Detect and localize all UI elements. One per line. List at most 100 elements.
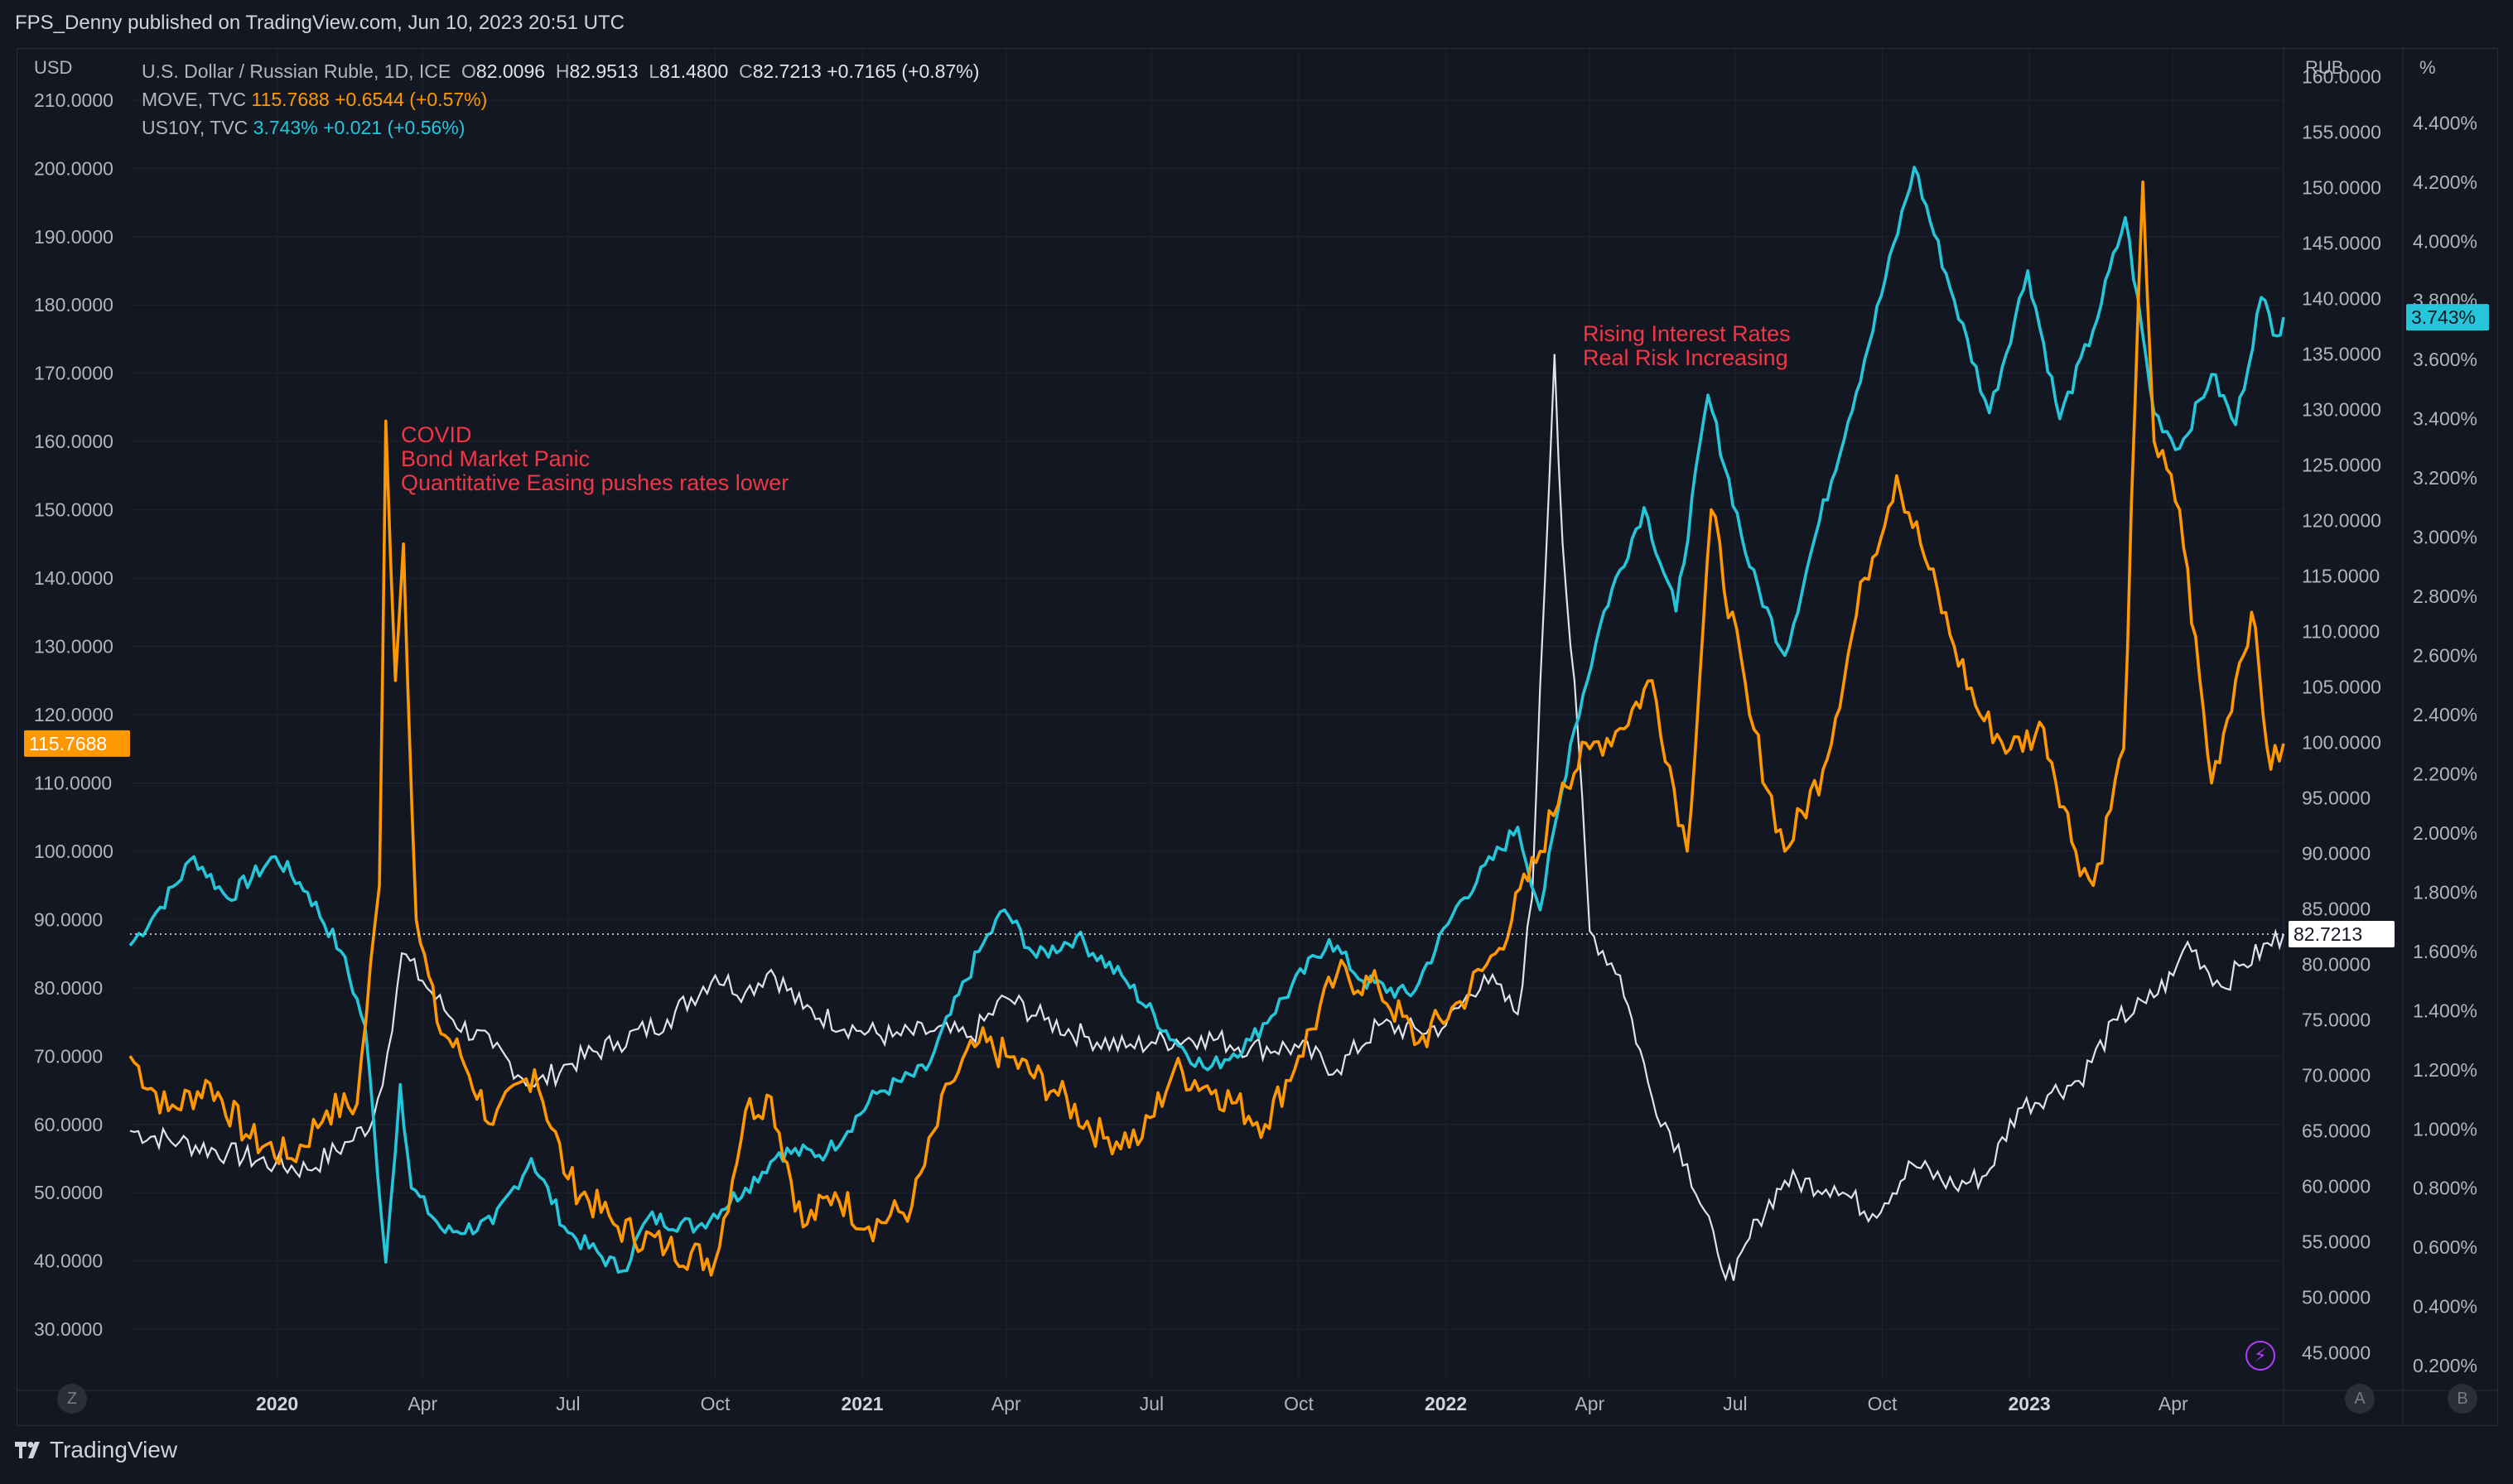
data-point-move xyxy=(209,1082,212,1085)
data-point-us10y xyxy=(398,1083,402,1086)
time-axis-tick-label: Apr xyxy=(2158,1393,2188,1414)
legend-high: 82.9513 xyxy=(569,60,639,82)
data-point-us10y xyxy=(2153,412,2156,415)
time-axis-tick-label: 2023 xyxy=(2009,1393,2051,1414)
pct-axis-tick-label: 4.000% xyxy=(2413,230,2477,252)
data-point-move xyxy=(2043,727,2046,730)
price-tag-us10y: 3.743% xyxy=(2411,306,2476,328)
rub-axis-tick-label: 145.0000 xyxy=(2302,233,2381,254)
data-point-us10y xyxy=(2275,335,2279,338)
data-point-usdrub xyxy=(1538,686,1541,689)
data-point-usdrub xyxy=(2017,1107,2020,1111)
data-point-us10y xyxy=(2026,269,2029,272)
data-point-usdrub xyxy=(714,974,717,977)
pct-axis-tick-label: 1.000% xyxy=(2413,1118,2477,1140)
data-point-move xyxy=(1214,1089,1218,1092)
zoom-button[interactable]: Z xyxy=(57,1384,87,1414)
lightning-icon[interactable]: ⚡ xyxy=(2245,1341,2275,1371)
series-us10y-line[interactable] xyxy=(128,166,2285,1274)
data-point-move xyxy=(714,1260,717,1263)
data-point-usdrub xyxy=(969,1035,972,1038)
legend-close: 82.7213 xyxy=(752,60,822,82)
data-point-usdrub xyxy=(1377,1024,1381,1027)
footer-bar xyxy=(0,1426,2513,1484)
rub-axis-tick-label: 130.0000 xyxy=(2302,399,2381,421)
data-point-usdrub xyxy=(2077,1079,2081,1082)
data-point-us10y xyxy=(778,1151,781,1154)
publisher-text: FPS_Denny published on TradingView.com, … xyxy=(15,12,625,34)
data-point-move xyxy=(1102,1136,1106,1140)
data-point-us10y xyxy=(306,890,309,894)
data-point-usdrub xyxy=(421,980,424,983)
data-point-usdrub xyxy=(1716,1251,1720,1255)
data-point-usdrub xyxy=(1150,1040,1153,1043)
pct-axis-tick-label: 3.000% xyxy=(2413,527,2477,548)
rub-axis-tick-label: 50.0000 xyxy=(2302,1287,2371,1308)
data-point-move xyxy=(1686,850,1689,853)
chart-svg[interactable]: 210.0000 200.0000 190.0000 180.0000 170.0000… xyxy=(17,49,2499,1427)
data-point-usdrub xyxy=(491,1046,494,1049)
time-axis-tick-label: Apr xyxy=(1575,1393,1604,1414)
data-point-us10y xyxy=(1206,1068,1209,1072)
data-point-us10y xyxy=(530,1157,533,1160)
rub-axis-tick-label: 115.0000 xyxy=(2302,566,2380,587)
data-point-us10y xyxy=(159,905,162,908)
series-move-line[interactable] xyxy=(128,181,2285,1277)
data-point-us10y xyxy=(1813,536,1816,539)
legend-change: +0.7165 (+0.87%) xyxy=(827,60,980,82)
data-point-us10y xyxy=(1516,826,1519,829)
left-axis-tick-label: 40.0000 xyxy=(34,1250,103,1272)
auto-scale-button[interactable]: A xyxy=(2345,1384,2375,1414)
tradingview-logo-icon xyxy=(15,1442,40,1458)
data-point-move xyxy=(833,1191,837,1194)
price-tag-usdrub-bg xyxy=(2289,921,2395,948)
data-point-move xyxy=(1978,713,1981,716)
data-point-usdrub xyxy=(347,1140,350,1144)
rub-axis-tick-label: 105.0000 xyxy=(2302,677,2381,698)
time-axis-tick-label: Apr xyxy=(408,1393,437,1414)
data-point-usdrub xyxy=(1783,1179,1787,1183)
data-point-move xyxy=(2282,742,2285,745)
data-point-us10y xyxy=(2058,417,2062,421)
data-point-us10y xyxy=(2210,373,2213,376)
chart-frame: 210.0000 200.0000 190.0000 180.0000 170.0000… xyxy=(17,48,2499,1427)
scale-button-b[interactable]: B xyxy=(2448,1384,2477,1414)
pct-axis-tick-label: 4.400% xyxy=(2413,112,2477,133)
data-point-us10y xyxy=(744,1187,747,1190)
data-point-move xyxy=(2122,747,2125,750)
pct-axis-tick-label: 2.400% xyxy=(2413,704,2477,725)
data-point-usdrub xyxy=(1335,1068,1338,1072)
data-point-usdrub xyxy=(533,1085,536,1088)
data-point-move xyxy=(1053,1089,1056,1092)
rub-axis-tick-label: 85.0000 xyxy=(2302,899,2371,920)
legend-move[interactable]: MOVE, TVC 115.7688 +0.6544 (+0.57%) xyxy=(142,89,487,111)
rub-axis-tick-label: 70.0000 xyxy=(2302,1065,2371,1086)
data-point-us10y xyxy=(1035,956,1038,959)
legend-us10y[interactable]: US10Y, TVC 3.743% +0.021 (+0.56%) xyxy=(142,117,465,139)
data-point-move xyxy=(1952,645,1956,648)
tradingview-logo[interactable]: TradingView xyxy=(15,1437,177,1463)
legend-usdrub[interactable]: U.S. Dollar / Russian Ruble, 1D, ICE O82… xyxy=(142,60,980,82)
pct-axis-tick-label: 0.600% xyxy=(2413,1236,2477,1258)
annotation-covid-line-2: Bond Market Panic xyxy=(401,446,591,471)
left-axis-tick-label: 190.0000 xyxy=(34,226,113,248)
data-point-move xyxy=(567,1178,570,1181)
data-point-move xyxy=(948,1082,952,1085)
data-point-us10y xyxy=(1783,654,1787,658)
rub-axis-tick-label: 100.0000 xyxy=(2302,732,2381,754)
data-point-usdrub xyxy=(1651,1096,1654,1099)
data-point-usdrub xyxy=(2115,1019,2119,1022)
data-point-us10y xyxy=(364,1024,367,1027)
data-point-usdrub xyxy=(1125,1046,1128,1049)
data-point-us10y xyxy=(1249,1038,1252,1042)
legend-low: 81.4800 xyxy=(659,60,729,82)
left-axis-tick-label: 150.0000 xyxy=(34,499,113,521)
data-point-move xyxy=(1748,713,1751,716)
data-point-usdrub xyxy=(1686,1163,1689,1166)
series-usdrub-line[interactable] xyxy=(129,354,2285,1282)
rub-axis-tick-label: 80.0000 xyxy=(2302,954,2371,976)
data-point-move xyxy=(393,679,397,682)
data-point-us10y xyxy=(646,1217,649,1220)
rub-axis-tick-label: 65.0000 xyxy=(2302,1120,2371,1142)
data-point-us10y xyxy=(2091,329,2095,332)
